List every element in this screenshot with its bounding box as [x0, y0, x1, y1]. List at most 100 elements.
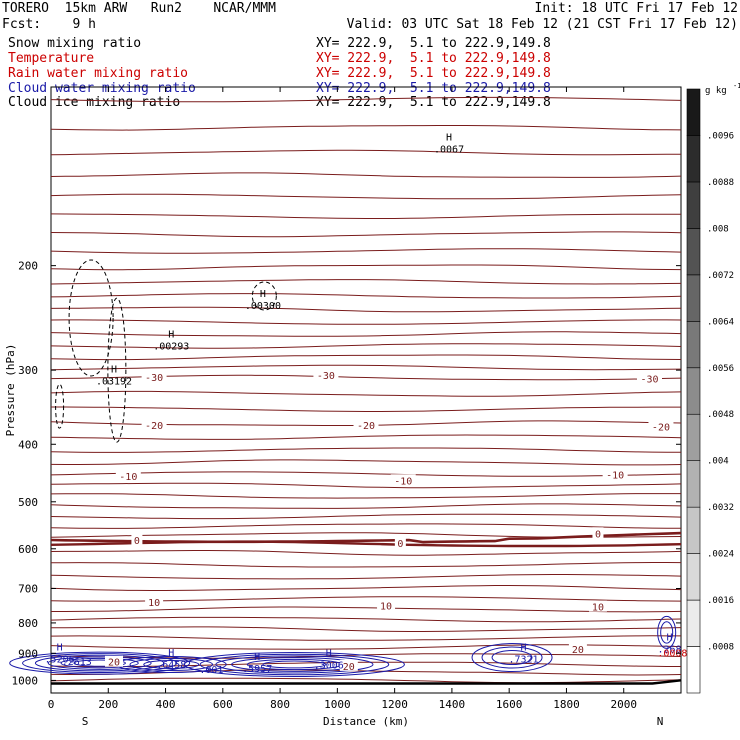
contour-labels: -30 -30 -30 -20 -20 -20 -10 -10 -10 0 0 0 10 10 10 20 20… — [45, 133, 688, 677]
label-background — [592, 527, 604, 539]
temperature-contour-label: 0 — [397, 539, 403, 550]
temperature-contour-line — [50, 125, 682, 131]
zero-isotherm — [50, 531, 682, 544]
rain-max-value: .0008 — [657, 649, 687, 660]
temperature-contour-line — [50, 193, 682, 200]
colorbar-tick-label: .0024 — [707, 550, 734, 560]
temperature-contour-line — [50, 447, 682, 453]
colorbar-tick-label: .0072 — [707, 271, 734, 281]
temperature-contour-line — [50, 248, 682, 254]
cloud-water-max-value: .2613 — [62, 657, 92, 668]
temperature-contour-line — [50, 293, 682, 299]
colorbar-swatch — [686, 506, 701, 554]
label-background — [313, 369, 339, 381]
x-tick-label: 1000 — [324, 698, 351, 711]
temperature-contour-line — [50, 574, 682, 580]
colorbar-swatch — [686, 181, 701, 229]
header-left-line1: TORERO 15km ARW Run2 NCAR/MMM — [2, 1, 276, 16]
temperature-contour-label: -20 — [652, 422, 670, 433]
temperature-contour-line — [50, 523, 682, 529]
label-background — [115, 469, 141, 481]
cloud-water-contour — [22, 653, 178, 674]
cloud-ice-max-value: .00300 — [245, 301, 281, 312]
y-tick-label: 700 — [18, 583, 38, 596]
temperature-contour-label: -10 — [394, 476, 412, 487]
colorbar-tick-label: .0088 — [707, 178, 734, 188]
temperature-contour-line — [50, 354, 682, 361]
y-tick-label: 500 — [18, 496, 38, 509]
header-right-line2: Valid: 03 UTC Sat 18 Feb 12 (21 CST Fri … — [346, 17, 738, 32]
temperature-contour-label: 20 — [108, 658, 120, 669]
legend-entry-cloud-ice: Cloud ice mixing ratio — [8, 95, 181, 110]
y-tick-label: 300 — [18, 364, 38, 377]
cloud-water-max-marker: H — [520, 642, 526, 653]
cloud-water-contour — [471, 643, 553, 673]
x-tick-label: 800 — [270, 698, 290, 711]
x-tick-label: 0 — [48, 698, 55, 711]
temperature-contour-line — [50, 635, 681, 641]
cloud-water-max-value: .3006 — [314, 661, 344, 672]
colorbar-tick-label: .0064 — [707, 317, 734, 327]
cloud-water-max-marker: H — [168, 648, 174, 659]
label-background — [602, 468, 628, 480]
cloud-water-contour — [47, 656, 152, 670]
cloud-water-max-marker: H — [57, 642, 63, 653]
north-label: N — [657, 715, 664, 728]
colorbar-swatch — [686, 367, 701, 415]
axes: 0 200 400 600 800 1000 1200 1400 1600 1800 2000200… — [4, 87, 681, 728]
x-tick-label: 600 — [213, 698, 233, 711]
cloud-water-max-value: .5957 — [242, 664, 272, 675]
temperature-contour-line — [50, 471, 682, 477]
colorbar-swatch — [686, 321, 701, 369]
temperature-contour-label: 0 — [134, 536, 140, 547]
y-tick-label: 200 — [18, 260, 38, 273]
x-tick-label: 2000 — [610, 698, 637, 711]
temperature-contour-line — [50, 434, 682, 440]
temperature-contour-label: 10 — [592, 603, 604, 614]
temperature-contour-line — [50, 264, 682, 271]
colorbar-tick-label: .004 — [707, 457, 729, 467]
legend-xy-snow: XY= 222.9, 5.1 to 222.9,149.8 — [316, 36, 551, 51]
cloud-water-contour — [183, 651, 405, 677]
colorbar: .0008 .0016 .0024 .0032 .004 .0048 .0056 .0064.… — [686, 82, 740, 694]
colorbar-swatch — [686, 460, 701, 508]
cloud-water-max-value: .7321 — [508, 654, 538, 665]
cloud-water-max-marker: H — [254, 652, 260, 663]
colorbar-tick-label: .0056 — [707, 364, 734, 374]
temperature-contour-line — [50, 550, 682, 556]
label-background — [588, 600, 607, 612]
label-background — [390, 474, 416, 486]
colorbar-swatch — [686, 135, 701, 183]
temperature-contour-line — [50, 96, 682, 103]
terrain-line — [51, 679, 682, 685]
x-tick-label: 1400 — [439, 698, 466, 711]
temperature-contour-label: -20 — [145, 421, 163, 432]
cloud-water-contour — [129, 657, 214, 671]
colorbar-swatch — [686, 88, 701, 136]
cloud-water-contour — [199, 653, 390, 676]
cloud-ice-contour — [107, 297, 127, 443]
y-tick-label: 800 — [18, 617, 38, 630]
label-background — [145, 596, 164, 608]
label-background — [353, 418, 379, 430]
label-background — [339, 659, 358, 671]
cloud-water-contour — [657, 615, 677, 649]
colorbar-swatch — [686, 599, 701, 647]
y-axis-label: Pressure (hPa) — [4, 344, 17, 437]
cloud-ice-max-value: .00293 — [153, 342, 189, 353]
temperature-contour-label: 20 — [343, 662, 355, 673]
cloud-ice-contour — [251, 281, 277, 311]
temperature-contour-line — [50, 677, 682, 684]
colorbar-swatch — [686, 274, 701, 322]
temperature-contour-line — [50, 626, 682, 632]
temperature-contour-line — [50, 306, 682, 313]
temperature-contour-line — [50, 364, 682, 371]
cloud-water-contour — [481, 646, 543, 669]
header-left-line2: Fcst: 9 h — [2, 17, 96, 32]
plot-frame — [50, 86, 682, 694]
temperature-contour-line — [50, 482, 682, 489]
cloud-water-contour — [60, 657, 139, 669]
temperature-contour-line — [50, 562, 682, 568]
cloud-water-contour — [491, 650, 533, 666]
